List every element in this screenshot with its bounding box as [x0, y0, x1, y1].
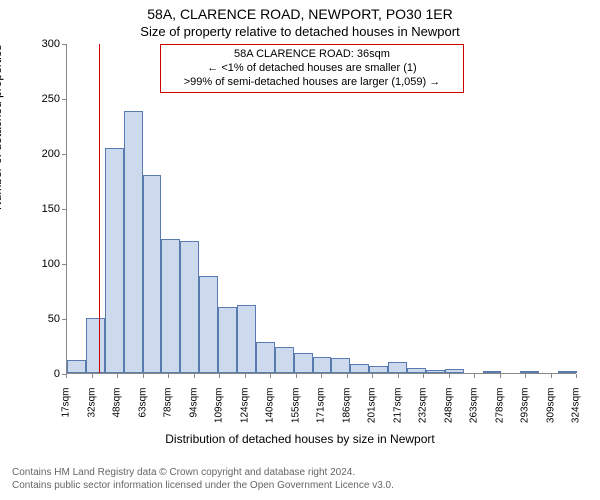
x-tick-label: 232sqm	[418, 388, 429, 428]
histogram-bar	[388, 362, 407, 373]
y-tick-label: 300	[42, 38, 60, 50]
x-tick-mark	[449, 374, 450, 378]
x-tick-label: 94sqm	[188, 388, 199, 428]
y-tick-mark	[62, 154, 66, 155]
x-tick-label: 78sqm	[163, 388, 174, 428]
x-tick-mark	[194, 374, 195, 378]
histogram-bar	[313, 357, 332, 374]
histogram-bar	[105, 148, 124, 374]
y-tick-label: 250	[42, 93, 60, 105]
x-tick-label: 248sqm	[443, 388, 454, 428]
y-tick-label: 50	[48, 313, 60, 325]
x-tick-mark	[296, 374, 297, 378]
histogram-bar	[180, 241, 199, 373]
histogram-bar	[256, 342, 275, 373]
info-line-3: >99% of semi-detached houses are larger …	[167, 76, 457, 90]
x-tick-label: 324sqm	[571, 388, 582, 428]
x-tick-mark	[117, 374, 118, 378]
footer-line-2: Contains public sector information licen…	[12, 479, 394, 492]
y-tick-mark	[62, 209, 66, 210]
histogram-bar	[199, 276, 218, 373]
plot-area	[66, 44, 576, 374]
histogram-bar	[350, 364, 369, 373]
x-tick-mark	[398, 374, 399, 378]
x-tick-label: 201sqm	[367, 388, 378, 428]
y-tick-label: 200	[42, 148, 60, 160]
info-box: 58A CLARENCE ROAD: 36sqm ← <1% of detach…	[160, 44, 464, 93]
chart-container: 58A, CLARENCE ROAD, NEWPORT, PO30 1ER Si…	[0, 0, 600, 500]
histogram-bar	[445, 369, 464, 373]
x-tick-mark	[347, 374, 348, 378]
x-tick-mark	[525, 374, 526, 378]
x-tick-label: 63sqm	[137, 388, 148, 428]
x-tick-label: 263sqm	[469, 388, 480, 428]
histogram-bar	[237, 305, 256, 373]
x-tick-label: 48sqm	[112, 388, 123, 428]
x-tick-label: 186sqm	[341, 388, 352, 428]
histogram-bar	[124, 111, 143, 373]
x-tick-mark	[474, 374, 475, 378]
x-tick-mark	[576, 374, 577, 378]
histogram-bar	[161, 239, 180, 373]
histogram-bar	[520, 371, 539, 373]
footer-line-1: Contains HM Land Registry data © Crown c…	[12, 466, 394, 479]
x-tick-mark	[270, 374, 271, 378]
info-line-2: ← <1% of detached houses are smaller (1)	[167, 62, 457, 76]
x-tick-mark	[500, 374, 501, 378]
x-tick-label: 17sqm	[61, 388, 72, 428]
info-line-1: 58A CLARENCE ROAD: 36sqm	[167, 48, 457, 62]
x-tick-mark	[245, 374, 246, 378]
histogram-bar	[275, 347, 294, 373]
histogram-bar	[86, 318, 105, 373]
y-tick-mark	[62, 44, 66, 45]
x-tick-label: 155sqm	[290, 388, 301, 428]
histogram-bar	[67, 360, 86, 373]
footer-text: Contains HM Land Registry data © Crown c…	[12, 466, 394, 492]
histogram-bar	[407, 368, 426, 374]
y-tick-label: 0	[54, 368, 60, 380]
x-tick-label: 32sqm	[86, 388, 97, 428]
title-line-1: 58A, CLARENCE ROAD, NEWPORT, PO30 1ER	[0, 6, 600, 22]
histogram-bar	[369, 366, 388, 373]
x-tick-mark	[92, 374, 93, 378]
x-tick-label: 309sqm	[545, 388, 556, 428]
x-axis-label: Distribution of detached houses by size …	[0, 432, 600, 446]
x-tick-mark	[372, 374, 373, 378]
y-tick-mark	[62, 99, 66, 100]
x-tick-mark	[423, 374, 424, 378]
x-tick-mark	[143, 374, 144, 378]
histogram-bar	[426, 370, 445, 373]
x-tick-label: 217sqm	[392, 388, 403, 428]
histogram-bar	[294, 353, 313, 373]
x-tick-mark	[551, 374, 552, 378]
y-axis-label: Number of detached properties	[0, 45, 4, 210]
x-tick-mark	[168, 374, 169, 378]
y-tick-mark	[62, 319, 66, 320]
x-tick-label: 171sqm	[316, 388, 327, 428]
histogram-bar	[331, 358, 350, 373]
x-tick-label: 140sqm	[265, 388, 276, 428]
x-tick-label: 293sqm	[520, 388, 531, 428]
histogram-bar	[558, 371, 577, 373]
x-tick-mark	[321, 374, 322, 378]
histogram-bar	[483, 371, 502, 373]
x-tick-mark	[66, 374, 67, 378]
histogram-bar	[143, 175, 162, 373]
marker-line	[99, 44, 100, 373]
x-tick-label: 109sqm	[214, 388, 225, 428]
x-tick-label: 278sqm	[494, 388, 505, 428]
y-tick-label: 150	[42, 203, 60, 215]
x-tick-mark	[219, 374, 220, 378]
y-tick-label: 100	[42, 258, 60, 270]
x-tick-label: 124sqm	[239, 388, 250, 428]
title-line-2: Size of property relative to detached ho…	[0, 24, 600, 39]
y-tick-mark	[62, 264, 66, 265]
histogram-bar	[218, 307, 237, 373]
